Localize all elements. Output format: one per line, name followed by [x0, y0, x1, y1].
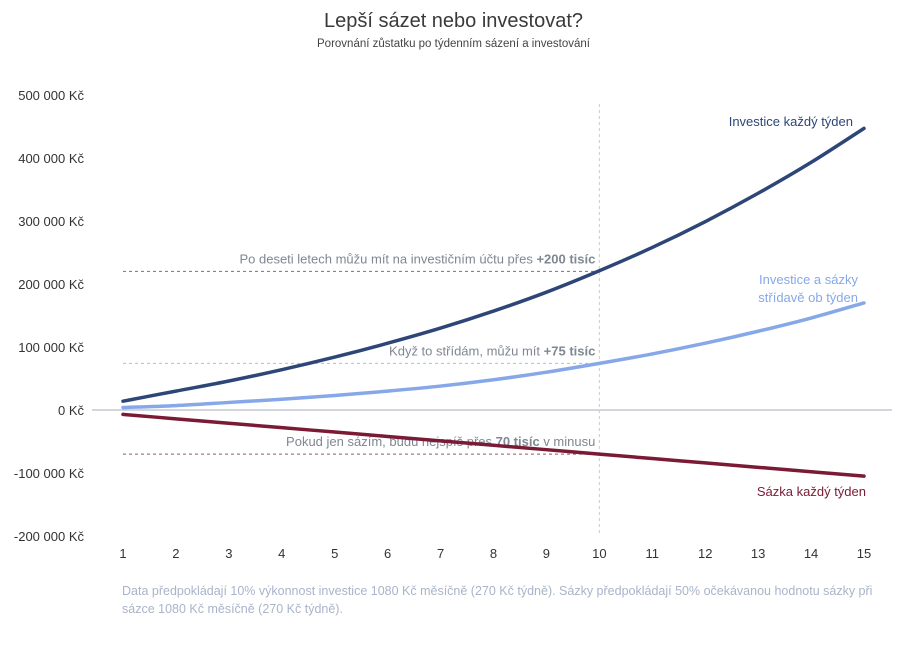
x-tick-label: 12: [698, 546, 712, 561]
y-tick-label: 400 000 Kč: [18, 151, 84, 166]
y-tick-label: -200 000 Kč: [14, 529, 85, 544]
series-label-investice: Investice každý týden: [729, 114, 853, 129]
chart-title: Lepší sázet nebo investovat?: [323, 10, 584, 32]
x-tick-label: 2: [172, 546, 179, 561]
y-tick-label: 0 Kč: [58, 403, 85, 418]
x-tick-label: 1: [119, 546, 126, 561]
x-tick-label: 9: [543, 546, 550, 561]
y-tick-label: 300 000 Kč: [18, 214, 84, 229]
x-tick-label: 8: [490, 546, 497, 561]
line-chart: 500 000 Kč 400 000 Kč 300 000 Kč 200 000 Kč…: [14, 88, 892, 561]
chart-subtitle: Porovnání zůstatku po týdenním sázení a …: [317, 38, 590, 50]
annotation-text: Když to střídám, můžu mít +75 tisíc: [389, 343, 595, 358]
footnote: Data předpokládají 10% výkonnost investi…: [122, 584, 873, 616]
x-tick-label: 14: [804, 546, 818, 561]
x-tick-label: 7: [437, 546, 444, 561]
series-label-stridave: Investice a sázky střídavě ob týden: [758, 272, 858, 305]
y-tick-label: 200 000 Kč: [18, 277, 84, 292]
x-tick-label: 3: [225, 546, 232, 561]
x-tick-label: 11: [646, 546, 660, 561]
annotation-text: Po deseti letech můžu mít na investičním…: [239, 251, 595, 266]
y-tick-label: 500 000 Kč: [18, 88, 84, 103]
x-tick-label: 6: [384, 546, 391, 561]
series-label-sazka: Sázka každý týden: [757, 484, 866, 499]
series-line-1: [121, 126, 866, 403]
x-tick-label: 13: [751, 546, 765, 561]
y-tick-label: 100 000 Kč: [18, 340, 84, 355]
x-tick-label: 10: [592, 546, 606, 561]
y-tick-label: -100 000 Kč: [14, 466, 85, 481]
x-tick-label: 4: [278, 546, 285, 561]
series-line-3: [121, 412, 866, 478]
x-tick-label: 15: [857, 546, 871, 561]
x-tick-label: 5: [331, 546, 338, 561]
series-line-2: [121, 301, 866, 410]
